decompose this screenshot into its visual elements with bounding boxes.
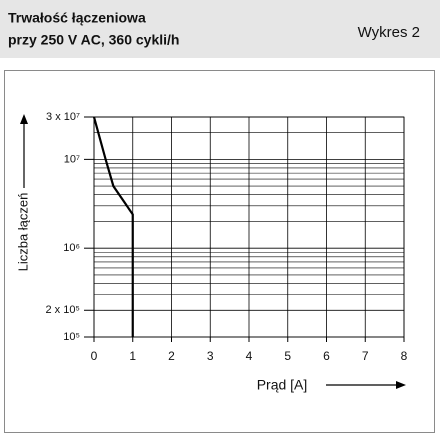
x-tick-label: 3 xyxy=(207,349,214,363)
y-axis-arrowhead xyxy=(20,114,28,124)
chart-frame xyxy=(4,70,435,433)
x-tick-label: 6 xyxy=(323,349,330,363)
chart-title: Trwałość łączeniowa xyxy=(8,10,146,26)
x-tick-label: 1 xyxy=(129,349,136,363)
y-tick-label: 10⁶ xyxy=(63,242,80,254)
data-line xyxy=(92,116,134,337)
y-tick-label: 10⁵ xyxy=(63,331,80,343)
plot-border xyxy=(93,116,405,338)
x-axis-arrowhead xyxy=(396,381,406,389)
y-tick-label: 3 x 10⁷ xyxy=(46,111,80,123)
y-tick-label: 10⁷ xyxy=(64,153,80,165)
x-tick-label: 7 xyxy=(362,349,369,363)
header-band xyxy=(0,0,440,58)
x-tick-label: 4 xyxy=(246,349,253,363)
y-tick-label: 2 x 10⁵ xyxy=(45,304,80,316)
x-tick-label: 2 xyxy=(168,349,175,363)
annotation: Wykres 2 xyxy=(358,24,420,41)
x-tick-label: 5 xyxy=(284,349,291,363)
x-tick-label: 0 xyxy=(91,349,98,363)
y-axis-label: Liczba łączeń xyxy=(15,193,30,272)
x-tick-label: 8 xyxy=(401,349,408,363)
chart-subtitle: przy 250 V AC, 360 cykli/h xyxy=(8,32,179,48)
x-axis-label: Prąd [A] xyxy=(257,377,308,393)
